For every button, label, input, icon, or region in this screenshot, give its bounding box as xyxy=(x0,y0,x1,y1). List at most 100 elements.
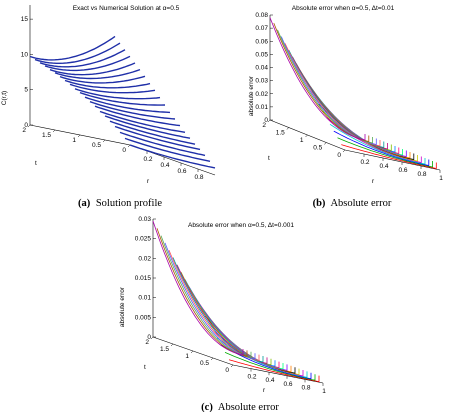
panel-a-ylabel: t xyxy=(35,160,37,167)
panel-a-caption-text: Solution profile xyxy=(96,198,163,209)
panel-b-z-tick-label: 0.08 xyxy=(255,12,268,19)
panel-b-z-tick-label: 0 xyxy=(264,117,268,124)
panel-c: Absolute error when α=0.5, Δt=0.001 0 0.0… xyxy=(119,216,326,412)
panel-b-series-line xyxy=(284,43,381,147)
panel-c-series-line xyxy=(152,220,244,356)
panel-c-r-tick-label: 0.4 xyxy=(265,377,274,384)
panel-b-t-tick xyxy=(286,127,289,130)
panel-a-t-tick xyxy=(102,139,106,143)
panel-c-t-tick-label: 1.5 xyxy=(160,346,169,353)
panel-c-series-line xyxy=(156,228,248,357)
panel-b-t-tick-label: 0 xyxy=(337,152,341,159)
panel-a-t-tick-label: 0 xyxy=(122,147,126,154)
panel-b-caption-text: Absolute error xyxy=(330,198,391,209)
panel-a-z-tick-label: 15 xyxy=(21,16,29,23)
panel-c-r-tick-label: 1 xyxy=(322,388,326,395)
panel-c-ylabel: t xyxy=(144,364,146,371)
panel-b-caption-label: (b) xyxy=(313,198,326,209)
panel-a-t-tick xyxy=(52,129,56,133)
panel-a-t-tick-label: 1.5 xyxy=(42,132,51,139)
panel-b-series-line xyxy=(314,97,411,159)
panel-a-series-line xyxy=(109,120,196,145)
panel-c-z-tick-label: 0.02 xyxy=(138,255,151,262)
panel-b-z-tick-label: 0.05 xyxy=(255,51,268,58)
panel-c-t-tick xyxy=(150,336,154,340)
panel-b-series-line xyxy=(329,123,426,165)
panel-c-series-line xyxy=(228,359,320,383)
panel-b-z-tick-label: 0.06 xyxy=(255,38,268,45)
panel-a-xlabel: r xyxy=(147,178,150,185)
panel-b-t-tick-label: 1 xyxy=(300,137,304,144)
panel-b-caption: (b) Absolute error xyxy=(313,198,392,209)
panel-c-t-tick-label: 0 xyxy=(225,367,229,374)
panel-a-series-line xyxy=(69,83,156,94)
panel-c-series-line xyxy=(160,235,252,359)
panel-c-t-tick-label: 0.5 xyxy=(200,360,209,367)
panel-c-series-line xyxy=(224,352,316,381)
panel-a-r-tick-label: 0.2 xyxy=(143,156,152,163)
panel-b-t-tick xyxy=(305,134,308,138)
panel-b-z-tick-label: 0.07 xyxy=(255,25,268,32)
panel-a-series-line xyxy=(39,49,126,68)
panel-b-series-line xyxy=(277,29,373,144)
panel-a-r-tick-label: 0.8 xyxy=(194,174,203,181)
panel-b-plot: 0 0.01 0.02 0.03 0.04 0.05 0.06 0.07 0.08 0 0.5 1 1.… xyxy=(255,12,443,182)
panel-b-r-tick-label: 0.8 xyxy=(417,171,426,178)
panel-a-series-line xyxy=(114,125,201,151)
panel-b-series-line xyxy=(337,137,433,168)
panel-c-zlabel: absolute error xyxy=(119,286,126,327)
panel-c-t-tick-label: 2 xyxy=(145,339,149,346)
panel-c-t-tick xyxy=(170,343,174,347)
panel-b-xlabel: r xyxy=(372,178,375,185)
panel-b-series-line xyxy=(292,56,388,150)
panel-b-z-tick-label: 0.01 xyxy=(255,104,268,111)
panel-a-t-tick xyxy=(77,134,81,138)
panel-b-z-tick-label: 0.02 xyxy=(255,91,268,98)
panel-b-t-tick-label: 1.5 xyxy=(276,130,285,137)
panel-b-r-axis xyxy=(344,149,441,171)
panel-a: Exact vs Numerical Solution at α=0.5 0 5 1… xyxy=(1,5,216,209)
panel-b-t-tick xyxy=(342,149,346,153)
panel-b-t-tick-label: 2 xyxy=(262,122,266,129)
panel-c-xlabel: r xyxy=(263,387,266,394)
panel-c-r-axis xyxy=(232,364,324,384)
panel-a-title: Exact vs Numerical Solution at α=0.5 xyxy=(73,5,180,12)
panel-b-r-tick-label: 0.6 xyxy=(398,167,407,174)
panel-a-series-line xyxy=(94,105,181,127)
panel-a-series-line xyxy=(129,144,216,169)
panel-a-series-line xyxy=(64,79,151,89)
panel-a-z-tick-label: 10 xyxy=(21,51,29,58)
panel-a-series-line xyxy=(124,137,211,162)
panel-b-series-line xyxy=(299,70,396,153)
panel-a-z-tick-label: 5 xyxy=(24,87,28,94)
panel-b-series-line xyxy=(280,36,377,146)
panel-c-r-tick-label: 0.8 xyxy=(301,384,310,391)
panel-a-t-tick-label: 0.5 xyxy=(92,142,101,149)
panel-a-series-line xyxy=(89,101,176,120)
panel-b-series-line xyxy=(341,144,437,169)
panel-c-caption-label: (c) xyxy=(201,402,213,412)
panel-a-series-line xyxy=(54,68,141,80)
panel-a-zlabel: C(r,t) xyxy=(1,91,8,105)
panel-c-z-tick-label: 0.03 xyxy=(138,216,151,223)
panel-a-caption: (a) Solution profile xyxy=(78,198,162,209)
panel-b-zlabel: absolute error xyxy=(248,75,255,116)
panel-a-series-line xyxy=(74,88,161,100)
panel-a-t-tick-label: 1 xyxy=(72,137,76,144)
panel-a-series-line xyxy=(119,131,206,157)
panel-b-title: Absolute error when α=0.5, Δt=0.01 xyxy=(292,5,395,12)
panel-a-series-line xyxy=(59,75,146,84)
panel-c-z-tick-label: 0.005 xyxy=(135,314,152,321)
panel-c-t-tick xyxy=(190,350,194,354)
panel-c-caption-text: Absolute error xyxy=(218,402,279,412)
panel-c-series-line xyxy=(204,315,296,374)
panel-c-caption: (c) Absolute error xyxy=(201,402,279,412)
panel-c-plot: 0 0.005 0.01 0.015 0.02 0.025 0.03 0 0.5 1 1.5 2 0.2… xyxy=(135,216,326,395)
panel-c-t-tick xyxy=(230,364,234,368)
panel-a-t-tick xyxy=(127,144,131,148)
panel-a-series-line xyxy=(99,110,186,133)
panel-b-series-line xyxy=(295,63,392,152)
panel-b-z-tick-label: 0.04 xyxy=(255,65,268,72)
panel-b: Absolute error when α=0.5, Δt=0.01 0 0.01… xyxy=(248,5,443,209)
